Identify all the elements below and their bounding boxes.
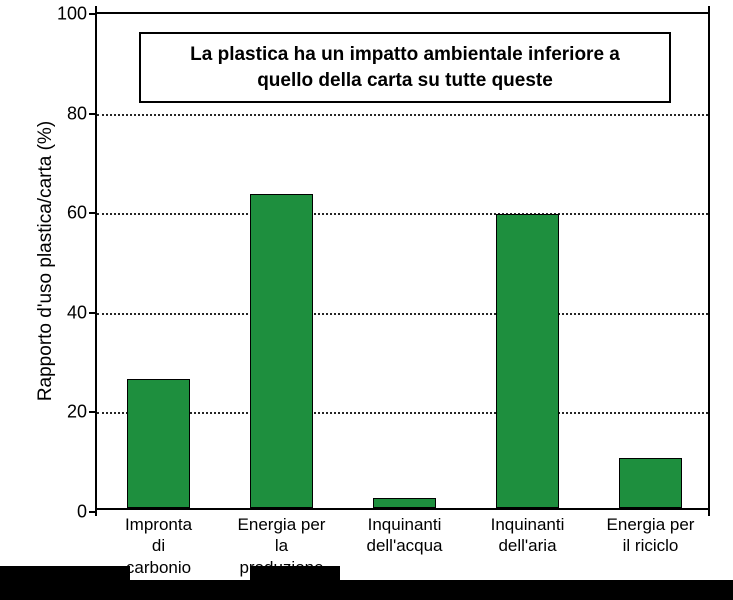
grid-line: [97, 213, 708, 215]
black-border-strip: [130, 580, 250, 600]
bar: [373, 498, 437, 508]
y-axis-label: Rapporto d'uso plastica/carta (%): [35, 12, 57, 510]
y-tick-label: 80: [67, 103, 87, 124]
chart-title-line1: La plastica ha un impatto ambientale inf…: [155, 42, 655, 68]
y-tick-mark: [89, 113, 97, 115]
bar: [250, 194, 314, 508]
x-category-label: Inquinantidell'acqua: [343, 514, 466, 557]
y-tick-label: 0: [77, 502, 87, 523]
y-tick-label: 20: [67, 402, 87, 423]
axis-tick: [708, 6, 710, 14]
axis-tick: [95, 6, 97, 14]
chart-title-line2: quello della carta su tutte queste: [155, 68, 655, 94]
plot-area: 020406080100ImprontadicarbonioEnergia pe…: [95, 12, 710, 510]
black-border-strip: [0, 566, 130, 600]
y-tick-label: 40: [67, 302, 87, 323]
grid-line: [97, 313, 708, 315]
y-tick-label: 100: [57, 4, 87, 25]
bar: [127, 379, 191, 508]
y-tick-label: 60: [67, 203, 87, 224]
y-tick-mark: [89, 212, 97, 214]
x-category-label: Energia peril riciclo: [589, 514, 712, 557]
y-tick-mark: [89, 312, 97, 314]
black-border-strip: [340, 580, 733, 600]
grid-line: [97, 114, 708, 116]
chart-title-box: La plastica ha un impatto ambientale inf…: [139, 32, 671, 103]
bar-chart: 020406080100ImprontadicarbonioEnergia pe…: [0, 0, 733, 600]
bar: [496, 214, 560, 508]
black-border-strip: [250, 566, 340, 600]
x-category-label: Inquinantidell'aria: [466, 514, 589, 557]
bar: [619, 458, 683, 508]
y-tick-mark: [89, 411, 97, 413]
